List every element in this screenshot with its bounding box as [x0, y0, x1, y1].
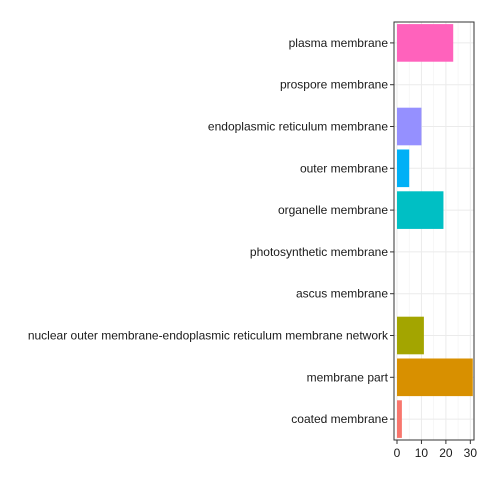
y-tick-label: coated membrane: [291, 412, 388, 426]
y-tick-label: plasma membrane: [289, 36, 389, 50]
y-tick-label: prospore membrane: [280, 78, 388, 92]
bar: [397, 191, 444, 229]
y-tick-label: organelle membrane: [278, 203, 388, 217]
y-tick-label: photosynthetic membrane: [250, 245, 388, 259]
x-tick-label: 20: [439, 446, 453, 460]
bar: [397, 107, 422, 146]
x-tick-label: 0: [394, 446, 401, 460]
y-tick-label: nuclear outer membrane-endoplasmic retic…: [28, 329, 389, 343]
y-axis-ticks: plasma membrane prospore membrane endoplas…: [28, 36, 394, 426]
x-axis-ticks: 0 10 20 30: [394, 440, 478, 460]
x-tick-label: 30: [464, 446, 478, 460]
bar: [397, 24, 454, 62]
y-tick-label: endoplasmic reticulum membrane: [208, 120, 388, 134]
panel-border: [393, 21, 475, 441]
y-tick-label: membrane part: [307, 370, 389, 384]
y-tick-label: ascus membrane: [296, 287, 388, 301]
bar: [397, 149, 410, 188]
y-tick-label: outer membrane: [300, 161, 388, 175]
bars: [397, 24, 473, 438]
bar: [397, 358, 473, 397]
bar: [397, 316, 424, 355]
bar: [397, 400, 402, 438]
x-tick-label: 10: [415, 446, 429, 460]
